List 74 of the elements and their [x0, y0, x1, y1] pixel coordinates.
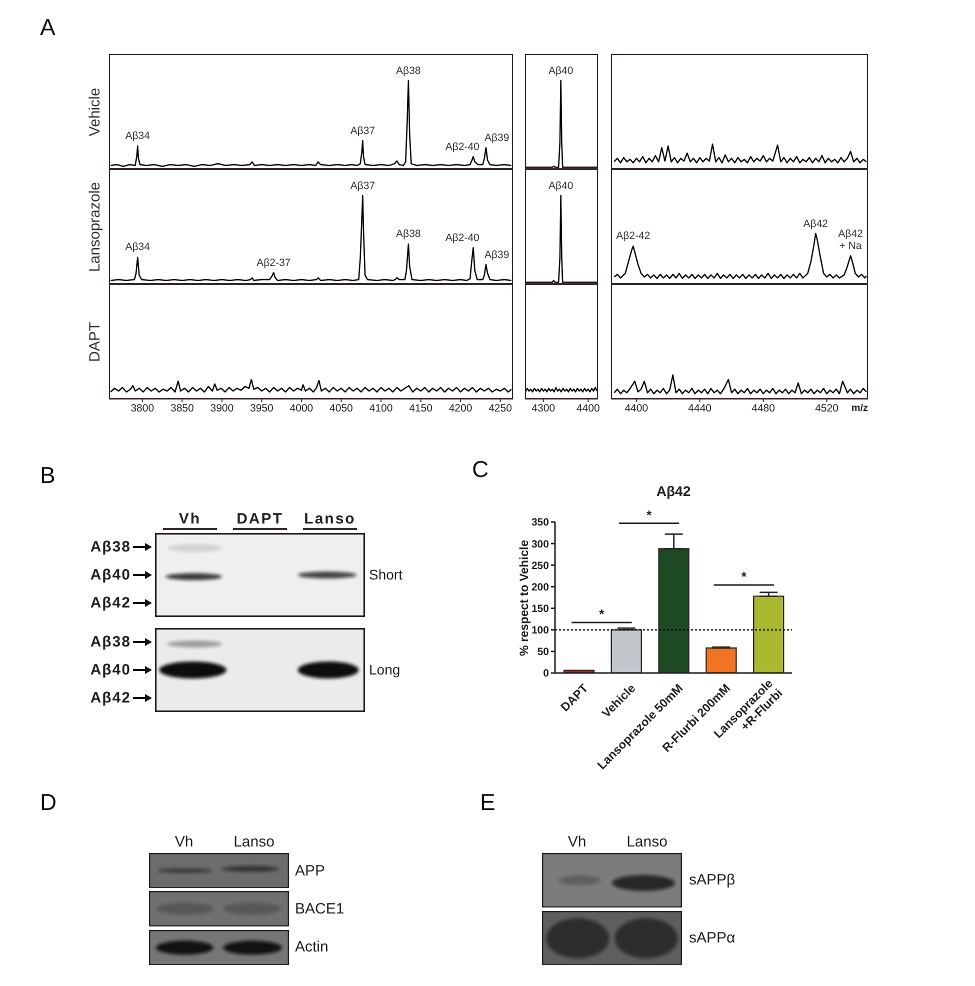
- x-tick-label: 3950: [250, 402, 274, 414]
- text: D: [40, 789, 57, 815]
- y-tick-label: 150: [531, 603, 550, 616]
- y-tick-label: 50: [537, 646, 550, 658]
- annotation: Aβ40: [548, 64, 574, 77]
- category-label: Lanso: [234, 834, 274, 850]
- annotation: Aβ38: [396, 228, 421, 240]
- category-label: sAPPα: [689, 929, 736, 946]
- x-tick-label: 4100: [369, 402, 393, 414]
- annotation: Aβ40: [548, 180, 574, 192]
- category-label: Aβ38: [90, 538, 131, 556]
- text: A: [40, 14, 56, 40]
- y-tick-label: 350: [531, 516, 550, 529]
- x-tick-label: 4400: [576, 402, 600, 414]
- x-tick-label: 3900: [210, 402, 234, 414]
- category-label: Aβ40: [90, 566, 131, 584]
- category-label: Aβ38: [90, 634, 131, 650]
- annotation: *: [646, 507, 653, 522]
- category-label: Lanso: [304, 510, 356, 528]
- category-label: Vh: [174, 834, 194, 850]
- x-tick-label: 4300: [532, 402, 556, 414]
- annotation: Aβ42 + Na: [838, 228, 863, 252]
- y-tick-label: 250: [531, 560, 550, 572]
- annotation: Aβ2-40: [445, 140, 480, 153]
- annotation: Aβ39: [484, 248, 510, 261]
- category-label: BACE1: [295, 900, 344, 918]
- x-tick-label: 4000: [290, 402, 314, 414]
- annotation: Aβ2-37: [256, 256, 291, 268]
- y-tick-label: 0: [543, 668, 550, 680]
- x-tick-label: 4440: [688, 402, 712, 414]
- x-axis-title: m/z: [851, 403, 868, 414]
- annotation: Aβ34: [125, 130, 150, 142]
- x-tick-label: 4250: [488, 402, 512, 414]
- category-label: APP: [295, 862, 326, 880]
- category-label: Actin: [295, 938, 328, 956]
- category-label: sAPPβ: [689, 872, 736, 889]
- annotation: Aβ37: [350, 124, 376, 137]
- category-label: Aβ40: [90, 662, 131, 678]
- annotation: Aβ42: [803, 218, 828, 230]
- y-axis-title: Vehicle: [86, 87, 104, 136]
- category-label: Short: [369, 566, 402, 582]
- y-axis-title: DAPT: [86, 321, 104, 362]
- annotation: *: [599, 606, 606, 622]
- text: C: [472, 456, 489, 482]
- text: B: [40, 462, 56, 488]
- x-tick-label: 4400: [624, 402, 648, 414]
- category-label: Long: [369, 662, 400, 678]
- y-axis-title: Lansoprazole: [86, 181, 104, 272]
- y-tick-label: 200: [531, 581, 550, 594]
- category-label: Lanso: [626, 834, 668, 850]
- annotation: Aβ38: [396, 64, 421, 77]
- category-label: DAPT: [236, 510, 284, 528]
- category-label: Aβ42: [90, 594, 131, 612]
- annotation: Aβ2-40: [445, 232, 480, 244]
- x-tick-label: 4480: [752, 402, 776, 414]
- y-tick-label: 100: [531, 624, 550, 637]
- category-label: Vh: [178, 510, 202, 528]
- annotation: Aβ37: [350, 180, 376, 192]
- y-axis-title: % respect to Vehicle: [517, 539, 531, 656]
- x-tick-label: 4200: [448, 402, 472, 414]
- annotation: Aβ2-42: [616, 230, 650, 242]
- text: E: [480, 789, 496, 815]
- x-tick-label: 4520: [815, 402, 839, 414]
- x-tick-label: 3800: [130, 402, 154, 414]
- annotation: *: [741, 568, 748, 584]
- x-tick-label: 4050: [330, 402, 354, 414]
- annotation: Aβ34: [125, 241, 150, 254]
- x-tick-label: 3850: [170, 402, 194, 414]
- chart-title: Aβ42: [656, 483, 691, 499]
- category-label: Aβ42: [90, 690, 131, 706]
- y-tick-label: 300: [531, 538, 550, 550]
- annotation: Aβ39: [484, 132, 510, 144]
- x-tick-label: 4150: [409, 402, 433, 414]
- category-label: Vh: [568, 834, 586, 850]
